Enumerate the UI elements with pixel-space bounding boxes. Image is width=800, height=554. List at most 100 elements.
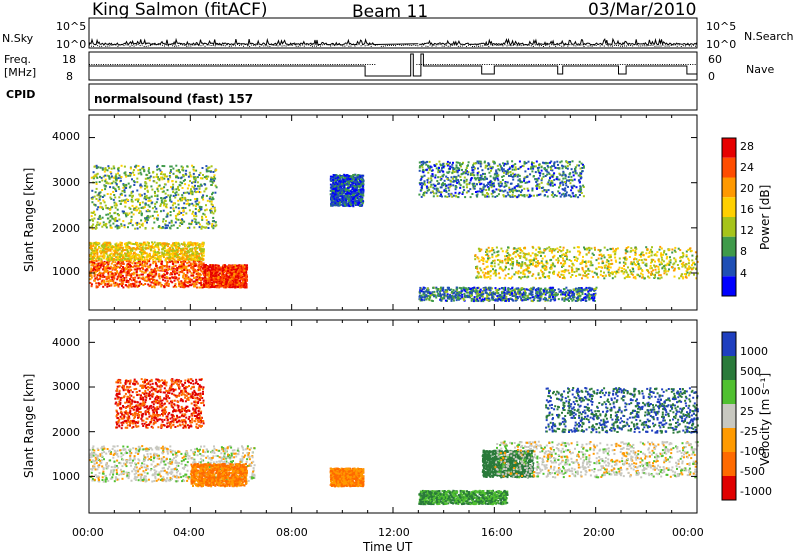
freq-dot: [364, 64, 366, 65]
search-noise-dot: [390, 44, 392, 46]
power-cell: [656, 251, 659, 254]
search-noise-dot: [234, 45, 236, 47]
power-cell: [125, 175, 128, 178]
search-noise-dot: [457, 45, 459, 47]
power-cell: [90, 285, 93, 288]
freq-dot: [537, 64, 539, 65]
power-cell: [184, 285, 187, 288]
power-cell: [109, 219, 112, 222]
power-cell: [197, 209, 200, 211]
power-cell: [179, 198, 182, 201]
power-cell: [172, 191, 175, 193]
search-noise-dot: [520, 45, 522, 47]
power-cell: [505, 262, 508, 265]
power-cell: [154, 195, 157, 197]
power-cell: [137, 200, 139, 203]
power-cell: [138, 222, 141, 225]
power-cell: [180, 249, 183, 252]
power-cell: [147, 283, 150, 286]
power-cell: [180, 212, 183, 214]
power-cell: [222, 269, 225, 272]
power-cell: [526, 276, 529, 279]
power-cell: [647, 275, 650, 278]
power-cell: [120, 242, 123, 244]
power-cell: [161, 265, 164, 268]
freq-dot: [675, 64, 677, 65]
power-cell: [93, 252, 96, 255]
power-cell: [133, 252, 135, 254]
power-cell: [627, 266, 629, 269]
power-cell: [150, 278, 153, 280]
power-cell: [184, 183, 187, 186]
power-cell: [179, 253, 181, 256]
power-cell: [164, 279, 167, 282]
power-cell: [544, 255, 546, 258]
power-cell: [107, 267, 109, 270]
power-cell: [140, 242, 143, 245]
power-cell: [550, 251, 553, 254]
power-cell: [191, 247, 194, 250]
power-cell: [117, 266, 120, 268]
power-cell: [518, 255, 521, 258]
freq-dot: [617, 64, 619, 65]
power-cell: [605, 261, 608, 264]
power-cell: [604, 274, 607, 277]
search-noise-dot: [609, 45, 611, 47]
power-cell: [591, 264, 594, 267]
power-cell: [234, 268, 236, 271]
power-cell: [196, 247, 199, 250]
power-cell: [139, 202, 141, 204]
power-cell: [190, 258, 193, 261]
freq-dot: [152, 64, 154, 65]
power-cell: [165, 203, 168, 206]
search-noise-dot: [291, 44, 293, 46]
power-cell: [201, 286, 204, 289]
power-cell: [188, 242, 190, 245]
freq-dot: [266, 64, 268, 65]
power-cell: [651, 246, 653, 249]
power-cell: [176, 243, 179, 246]
power-cell: [152, 275, 155, 278]
power-cell: [541, 261, 544, 264]
search-noise-dot: [141, 44, 143, 46]
search-noise-dot: [559, 44, 561, 46]
power-cell: [565, 254, 568, 257]
power-cell: [575, 270, 578, 273]
power-cell: [195, 281, 198, 284]
power-cell: [117, 273, 120, 276]
search-noise-dot: [538, 45, 540, 47]
power-cell: [174, 275, 176, 278]
power-cell: [99, 166, 102, 169]
freq-dot: [505, 64, 507, 65]
power-cell: [149, 263, 152, 266]
power-cell: [492, 260, 495, 262]
power-cell: [212, 274, 215, 277]
power-cell: [100, 264, 102, 267]
power-cell: [91, 189, 94, 192]
cpid-label: CPID: [6, 88, 36, 101]
power-cell: [225, 281, 228, 284]
power-cell: [120, 251, 123, 254]
power-cell: [197, 269, 200, 271]
power-cell: [155, 210, 158, 213]
power-cell: [652, 269, 655, 272]
power-cell: [200, 252, 203, 255]
power-cell: [195, 191, 197, 194]
power-cell: [207, 268, 210, 271]
search-noise-dot: [342, 45, 344, 47]
freq-dot: [194, 64, 196, 65]
power-cell: [98, 282, 101, 285]
search-noise-dot: [129, 45, 131, 47]
power-cell: [225, 268, 228, 271]
search-noise-dot: [348, 45, 350, 47]
power-cell: [103, 262, 106, 264]
freq-dot: [514, 64, 516, 65]
power-cell: [491, 256, 494, 259]
power-cell: [152, 258, 155, 261]
power-cell: [167, 178, 170, 181]
power-cell: [95, 270, 98, 273]
power-cell: [212, 276, 215, 279]
power-cell: [137, 172, 140, 175]
power-cell: [174, 277, 177, 280]
power-cell: [109, 243, 112, 246]
